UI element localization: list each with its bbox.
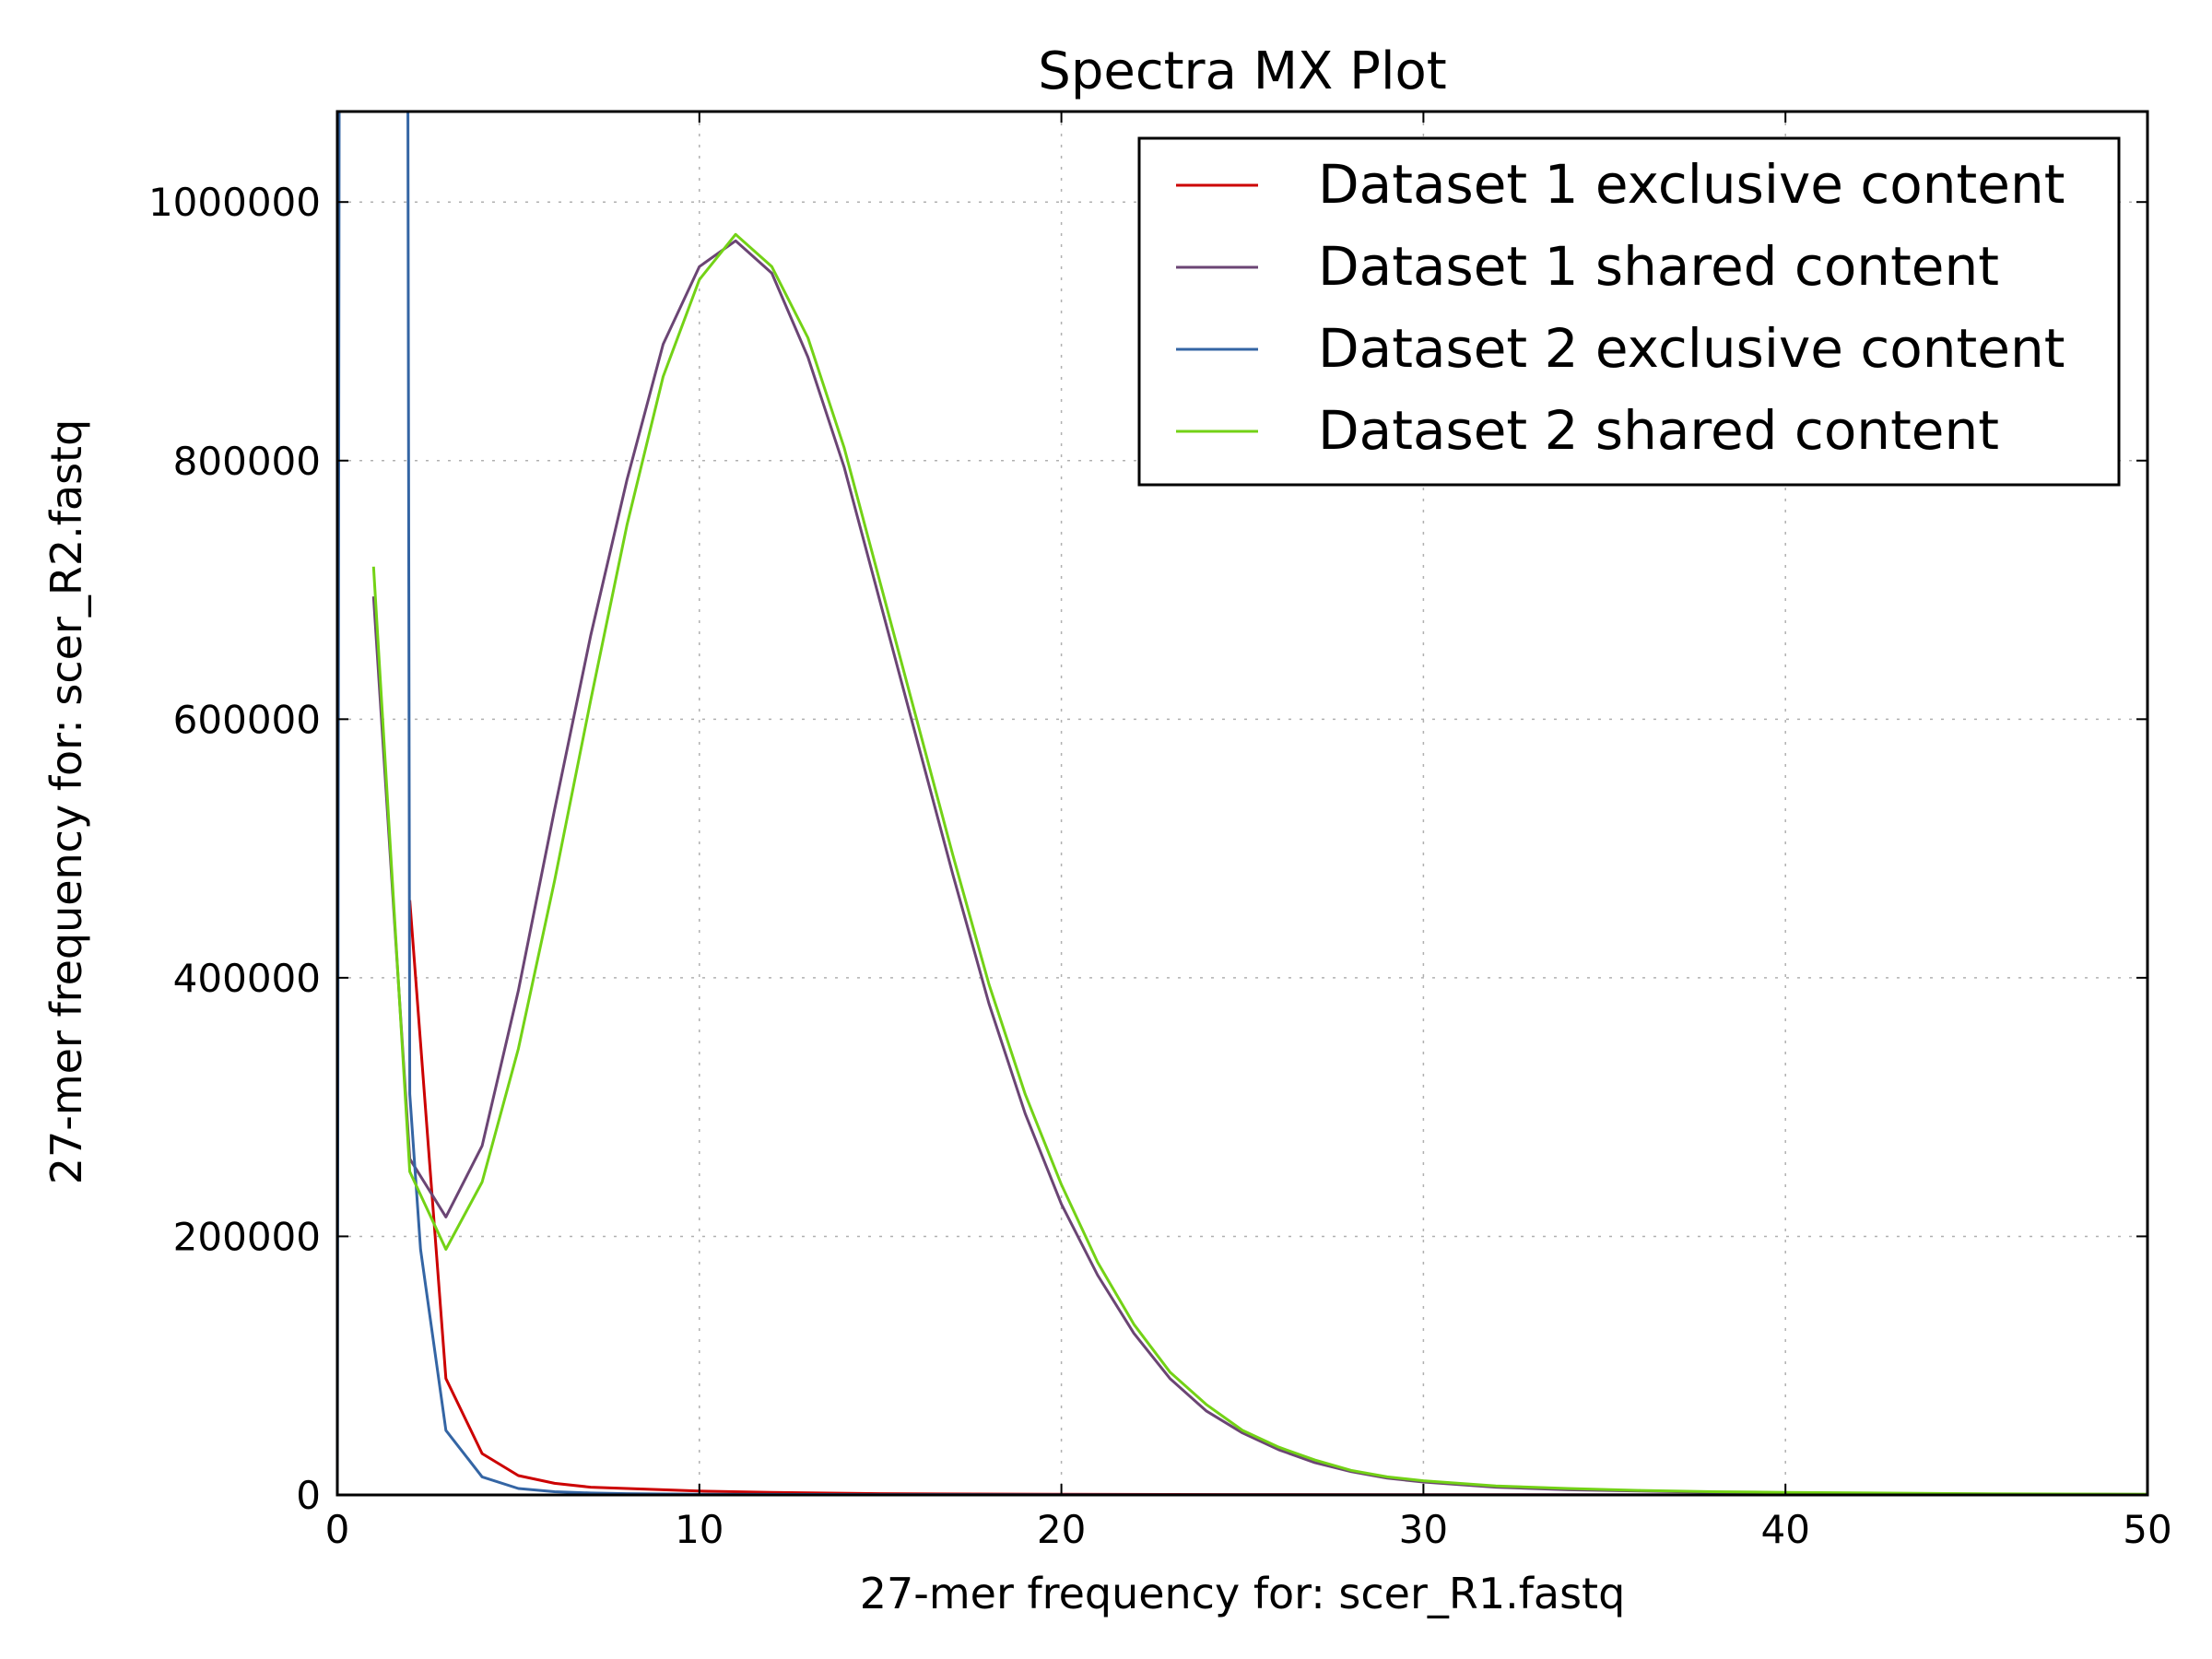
y-tick-label: 400000	[173, 956, 321, 1001]
x-axis-label: 27-mer frequency for: scer_R1.fastq	[860, 1569, 1626, 1618]
y-tick-label: 200000	[173, 1214, 321, 1259]
y-tick-label: 800000	[173, 439, 321, 484]
axis-ticks: 0 10 20 30 40 50 0 200000 400000 600000 800000 1000…	[148, 112, 2172, 1552]
legend-entry-dataset-1-shared: Dataset 1 shared content	[1176, 235, 1999, 298]
y-tick-label: 600000	[173, 697, 321, 742]
legend: Dataset 1 exclusive content Dataset 1 sh…	[1137, 136, 2121, 487]
y-tick-label: 0	[296, 1473, 321, 1518]
legend-label: Dataset 2 shared content	[1318, 399, 1999, 462]
legend-box	[1137, 136, 2121, 487]
y-tick-label: 1000000	[148, 180, 321, 225]
x-tick-label: 0	[325, 1507, 350, 1552]
series-line-dataset-2-shared-content	[371, 232, 2147, 1495]
legend-label: Dataset 1 shared content	[1318, 235, 1999, 298]
chart-title: Spectra MX Plot	[1038, 41, 1446, 101]
grid-lines	[337, 112, 2147, 1495]
legend-label: Dataset 2 exclusive content	[1318, 317, 2065, 380]
x-tick-label: 40	[1760, 1507, 1809, 1552]
y-axis-label: 27-mer frequency for: scer_R2.fastq	[41, 419, 91, 1185]
legend-entry-dataset-2-shared: Dataset 2 shared content	[1176, 399, 1999, 462]
plot-frame	[335, 110, 2149, 1497]
legend-entry-dataset-1-exclusive: Dataset 1 exclusive content	[1176, 153, 2065, 216]
x-tick-label: 10	[675, 1507, 724, 1552]
legend-entry-dataset-2-exclusive: Dataset 2 exclusive content	[1176, 317, 2065, 380]
x-tick-label: 20	[1037, 1507, 1086, 1552]
legend-label: Dataset 1 exclusive content	[1318, 153, 2065, 216]
x-tick-label: 30	[1399, 1507, 1448, 1552]
x-tick-label: 50	[2123, 1507, 2171, 1552]
